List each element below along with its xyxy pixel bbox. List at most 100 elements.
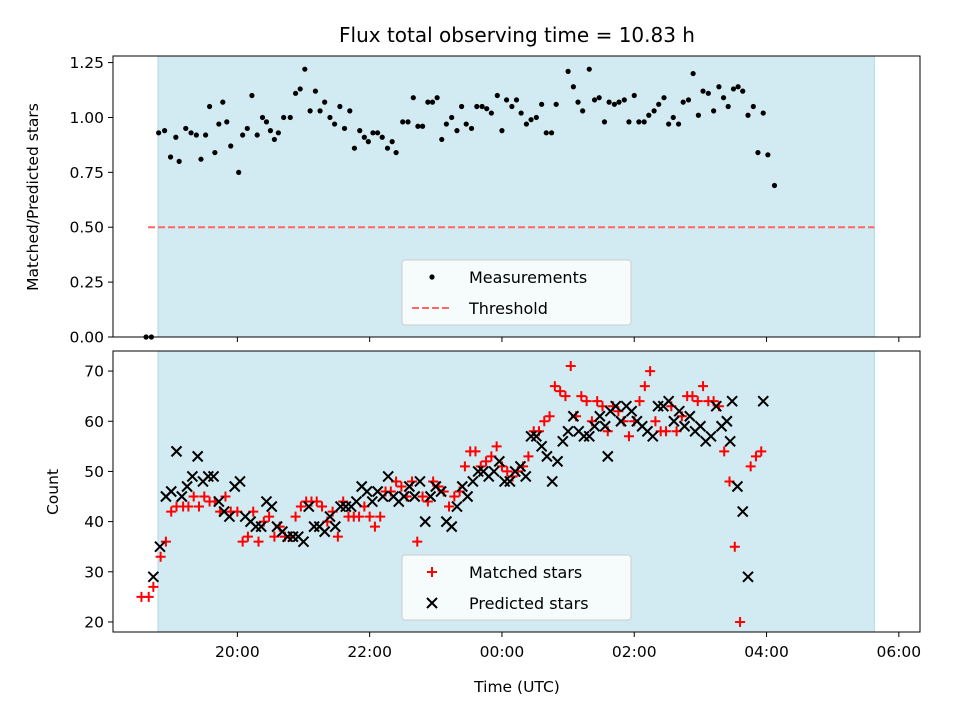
matched-star-point	[354, 511, 365, 522]
measurement-point	[193, 132, 199, 138]
measurement-point	[565, 68, 571, 74]
measurement-point	[173, 134, 179, 140]
measurement-point	[212, 149, 218, 156]
measurement-point	[705, 90, 711, 96]
matched-star-point	[166, 506, 177, 517]
matched-star-point	[650, 416, 661, 427]
measurement-point	[167, 154, 174, 160]
measurement-point	[494, 92, 500, 99]
predicted-star-point	[737, 505, 749, 518]
predicted-star-point	[541, 450, 553, 463]
measurement-point	[254, 132, 260, 138]
matched-star-point	[698, 381, 709, 392]
measurement-point	[725, 103, 731, 110]
measurement-point	[690, 70, 696, 77]
measurement-point	[468, 125, 475, 132]
predicted-star-point	[147, 571, 160, 583]
x-tick-label: 20:00	[215, 643, 260, 661]
matched-star-point	[364, 511, 375, 522]
predicted-star-point	[530, 430, 543, 443]
measurement-point	[240, 132, 246, 138]
panel-1: 0.00 0.25 0.50 0.75 1.00 1.25 Measurements Thre…	[69, 54, 921, 347]
measurement-point	[755, 149, 761, 156]
measurement-point	[327, 114, 333, 121]
matched-star-point	[183, 501, 194, 512]
measurement-point	[570, 84, 576, 90]
measurement-point	[176, 158, 182, 164]
predicted-star-point	[520, 470, 532, 483]
measurement-point	[434, 95, 440, 101]
predicted-star-point	[705, 430, 717, 443]
measurement-point	[370, 130, 376, 136]
measurement-point	[429, 99, 436, 105]
y-tick-label: 1.25	[69, 54, 104, 72]
predicted-star-point	[419, 515, 431, 528]
matched-star-point	[623, 431, 634, 442]
measurement-point	[292, 90, 299, 96]
measurement-point	[626, 119, 632, 125]
predicted-star-point	[504, 475, 516, 488]
predicted-star-point	[191, 450, 204, 463]
predicted-star-point	[678, 420, 691, 432]
predicted-star-point	[165, 485, 177, 498]
matched-star-point	[539, 416, 550, 427]
predicted-star-point	[398, 490, 410, 503]
predicted-star-point	[583, 430, 595, 443]
predicted-star-point	[181, 480, 193, 493]
measurement-point	[198, 156, 204, 162]
predicted-star-point	[557, 435, 569, 448]
measurement-point	[606, 99, 612, 105]
matched-star-point	[756, 446, 767, 457]
measurement-point	[379, 134, 385, 140]
predicted-star-point	[710, 400, 722, 412]
matched-star-point	[565, 361, 576, 372]
predicted-star-point	[350, 495, 363, 508]
measurement-point	[765, 152, 771, 158]
predicted-star-point	[382, 470, 394, 483]
measurement-point	[374, 130, 381, 136]
predicted-star-point	[414, 475, 426, 488]
matched-star-point	[592, 396, 603, 407]
matched-star-point	[369, 521, 380, 532]
measurement-point	[700, 88, 706, 94]
measurement-point	[680, 99, 686, 105]
y-tick-label: 0.75	[69, 164, 104, 182]
matched-star-point	[444, 501, 455, 512]
matched-star-point	[560, 391, 571, 402]
measurement-point	[331, 121, 338, 127]
matched-star-point	[459, 461, 470, 472]
predicted-star-point	[424, 490, 437, 503]
measurement-point	[716, 84, 722, 90]
measurement-point	[341, 125, 348, 132]
measurement-point	[183, 125, 189, 132]
matched-star-point	[491, 441, 502, 452]
predicted-star-point	[567, 410, 580, 422]
matched-star-point	[253, 536, 264, 547]
bottom-y-axis-label: Count	[44, 469, 62, 515]
predicted-star-point	[297, 535, 310, 548]
predicted-star-point	[366, 495, 379, 508]
predicted-star-point	[451, 500, 463, 513]
measurement-point	[322, 99, 328, 105]
predicted-star-point	[588, 420, 601, 432]
predicted-star-point	[324, 510, 336, 523]
matched-star-point	[502, 466, 513, 477]
measurement-point	[267, 128, 274, 134]
measurement-point	[228, 143, 234, 149]
predicted-star-point	[266, 500, 278, 513]
predicted-star-point	[403, 480, 416, 493]
measurement-point	[425, 99, 431, 105]
measurement-point	[393, 149, 399, 156]
measurement-point	[735, 84, 741, 90]
predicted-star-point	[724, 435, 736, 448]
matched-star-point	[160, 536, 171, 547]
matched-star-point	[332, 531, 343, 542]
predicted-star-point	[551, 455, 564, 468]
measurement-point	[771, 182, 778, 189]
matched-star-point	[199, 491, 210, 502]
measurement-point	[661, 95, 667, 101]
measurement-point	[443, 121, 449, 127]
predicted-star-point	[594, 410, 606, 422]
matched-star-point	[549, 381, 560, 392]
